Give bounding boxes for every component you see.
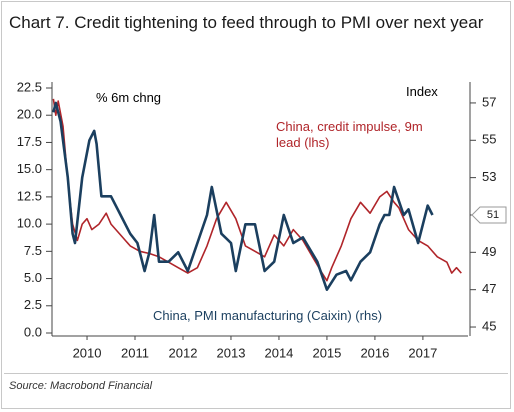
- y2-tick-label: 49: [482, 244, 496, 259]
- y2-tick-label: 55: [482, 132, 496, 147]
- y-tick-label: 20.0: [17, 107, 42, 122]
- series-label: China, credit impulse, 9m lead (lhs): [276, 119, 423, 150]
- y-tick-label: 2.5: [24, 297, 42, 312]
- y-tick-label: 22.5: [17, 79, 42, 94]
- separator: [4, 373, 508, 374]
- chart-title: Chart 7. Credit tightening to feed throu…: [9, 13, 484, 32]
- y-tick-label: 0.0: [24, 324, 42, 339]
- value-callout: [471, 206, 507, 224]
- y2-tick-label: 57: [482, 94, 496, 109]
- x-tick-label: 2016: [360, 345, 389, 360]
- x-tick-label: 2015: [312, 345, 341, 360]
- x-tick-label: 2010: [73, 345, 102, 360]
- series-line: [52, 98, 462, 282]
- x-tick-label: 2011: [121, 345, 149, 360]
- x-tick-label: 2013: [217, 345, 246, 360]
- y2-tick-label: 45: [482, 318, 496, 333]
- y-tick-label: 12.5: [17, 188, 42, 203]
- x-tick-label: 2012: [169, 345, 198, 360]
- x-tick-label: 2017: [408, 345, 437, 360]
- y2-axis-label: Index: [406, 84, 438, 99]
- series-label: China, PMI manufacturing (Caixin) (rhs): [153, 308, 383, 323]
- y-tick-label: 15.0: [17, 161, 42, 176]
- y-axis-label: % 6m chng: [96, 90, 162, 105]
- y-tick-label: 17.5: [17, 134, 42, 149]
- y-tick-label: 7.5: [24, 243, 42, 258]
- y2-tick-label: 47: [482, 281, 496, 296]
- y-tick-label: 5.0: [24, 270, 42, 285]
- y2-tick-label: 53: [482, 169, 496, 184]
- source: Source: Macrobond Financial: [9, 380, 153, 392]
- value-label: 51: [487, 209, 499, 221]
- series-line: [52, 101, 434, 291]
- x-tick-label: 2014: [264, 345, 293, 360]
- y-tick-label: 10.0: [17, 216, 42, 231]
